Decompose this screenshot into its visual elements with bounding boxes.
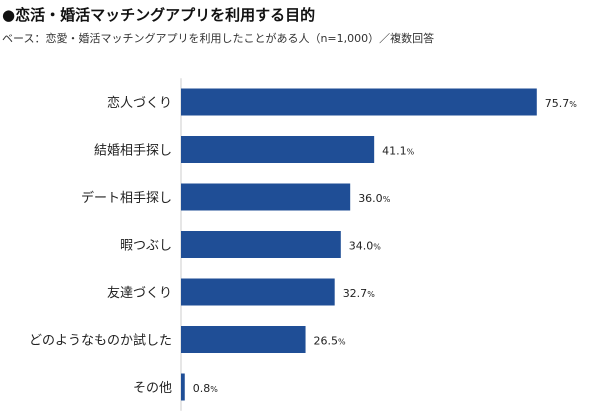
category-label: 恋人づくり	[107, 95, 172, 111]
value-label: 75.7%	[545, 97, 578, 110]
value-label: 0.8%	[193, 382, 219, 395]
bar	[181, 183, 351, 211]
chart-title: ●恋活・婚活マッチングアプリを利用する目的	[2, 6, 316, 24]
category-label: 友達づくり	[107, 285, 172, 301]
bar	[181, 326, 306, 353]
value-label: 34.0%	[349, 240, 382, 253]
value-label: 26.5%	[314, 335, 347, 348]
bar	[181, 136, 375, 163]
bar	[181, 373, 185, 401]
value-label: 41.1%	[382, 145, 415, 158]
value-label: 36.0%	[358, 192, 391, 205]
category-label: 暇つぶし	[120, 239, 172, 254]
chart-subtitle: ベース：恋愛・婚活マッチングアプリを利用したことがある人（n=1,000）／複数…	[2, 32, 435, 45]
bar	[181, 88, 537, 116]
bar	[181, 278, 335, 306]
category-label: デート相手探し	[81, 190, 172, 206]
bar	[181, 231, 341, 258]
category-label: 結婚相手探し	[94, 144, 172, 159]
category-label: その他	[133, 381, 172, 396]
category-label: どのようなものか試した	[29, 333, 172, 349]
value-label: 32.7%	[343, 287, 376, 300]
